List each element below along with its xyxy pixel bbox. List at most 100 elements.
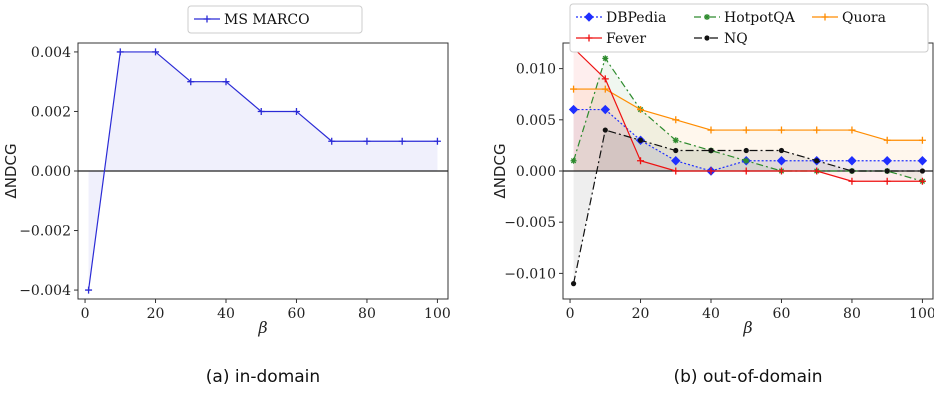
- legend-label-dbpedia: DBPedia: [606, 10, 666, 26]
- x-tick-label: 20: [147, 306, 165, 322]
- x-tick-label: 100: [424, 306, 451, 322]
- data-point-quora: [570, 85, 578, 93]
- legend-frame: [187, 5, 363, 34]
- data-point-dbpedia: [917, 156, 928, 166]
- y-axis-ticks: −0.010 −0.005 0.000 0.005 0.010: [504, 62, 563, 282]
- data-point-ms-marco: [222, 78, 230, 86]
- legend-frame: [569, 3, 929, 53]
- y-tick-label: 0.010: [516, 62, 556, 78]
- x-tick-label: 80: [358, 306, 376, 322]
- x-axis-ticks: 0 20 40 60 80 100: [566, 299, 934, 322]
- data-point-quora: [813, 126, 821, 134]
- legend-marker-ms-marco: [203, 15, 211, 23]
- data-point-ms-marco: [433, 137, 441, 145]
- x-axis-ticks: 0 20 40 60 80 100: [81, 299, 451, 322]
- legend-marker-hotpotqa: [704, 14, 710, 20]
- y-tick-label: 0.004: [31, 45, 71, 61]
- y-tick-label: −0.010: [504, 266, 556, 282]
- series-layer: [78, 48, 448, 294]
- plot-area: [573, 48, 923, 284]
- data-point-fever: [777, 167, 785, 175]
- data-point-quora: [777, 126, 785, 134]
- chart-panel-in-domain: 0 20 40 60 80 100 −0.004 −0.002 0.000 0.002 0.004…: [2, 5, 451, 387]
- y-axis-ticks: −0.004 −0.002 0.000 0.002 0.004: [19, 45, 78, 299]
- data-point-quora: [848, 126, 856, 134]
- y-tick-label: 0.000: [31, 164, 71, 180]
- y-tick-label: −0.004: [19, 283, 71, 299]
- data-point-ms-marco: [363, 137, 371, 145]
- legend: MS MARCO: [187, 5, 363, 34]
- legend-marker-dbpedia: [584, 12, 594, 22]
- caption: (b) out-of-domain: [673, 367, 822, 387]
- data-point-fever: [742, 167, 750, 175]
- x-tick-label: 40: [217, 306, 235, 322]
- legend-marker-nq: [704, 35, 710, 41]
- data-point-fever: [601, 75, 609, 83]
- data-point-fever: [637, 157, 645, 165]
- data-point-dbpedia: [568, 104, 579, 115]
- data-point-dbpedia: [776, 156, 787, 166]
- data-point-ms-marco: [292, 107, 300, 115]
- series-area-nq: [573, 130, 923, 284]
- data-point-quora: [918, 136, 926, 144]
- chart-panel-out-of-domain: 0 20 40 60 80 100 −0.010 −0.005 0.000 0.005 0.010…: [491, 3, 934, 387]
- legend-label-ms-marco: MS MARCO: [224, 12, 310, 28]
- data-point-fever: [813, 167, 821, 175]
- data-point-quora: [742, 126, 750, 134]
- data-point-quora: [637, 106, 645, 114]
- data-point-fever: [672, 167, 680, 175]
- data-point-ms-marco: [85, 286, 93, 294]
- data-point-quora: [707, 126, 715, 134]
- data-point-fever: [918, 177, 926, 185]
- legend: DBPedia HotpotQA Quora Fever NQ: [569, 3, 929, 53]
- data-point-ms-marco: [398, 137, 406, 145]
- data-point-nq: [673, 147, 679, 154]
- data-point-ms-marco: [328, 137, 336, 145]
- legend-label-nq: NQ: [724, 31, 748, 47]
- x-tick-label: 60: [288, 306, 306, 322]
- data-point-hotpotqa: [672, 137, 679, 144]
- legend-marker-quora: [821, 13, 829, 21]
- data-point-hotpotqa: [743, 157, 750, 164]
- data-point-nq: [919, 168, 926, 174]
- data-point-hotpotqa: [602, 55, 609, 62]
- series-area-fever: [573, 48, 923, 182]
- data-point-fever: [883, 177, 891, 185]
- x-axis-label: β: [742, 318, 752, 337]
- series-layer: [563, 44, 933, 287]
- data-point-dbpedia: [600, 104, 610, 115]
- y-tick-label: 0.005: [516, 113, 556, 129]
- data-point-ms-marco: [257, 107, 265, 115]
- x-tick-label: 100: [909, 306, 934, 322]
- data-point-dbpedia: [671, 156, 681, 166]
- data-point-nq: [570, 281, 577, 287]
- y-tick-label: −0.005: [504, 215, 556, 231]
- data-point-nq: [637, 137, 644, 143]
- x-tick-label: 20: [632, 306, 650, 322]
- x-tick-label: 40: [702, 306, 720, 322]
- y-tick-label: 0.000: [516, 164, 556, 180]
- data-point-dbpedia: [882, 156, 892, 166]
- legend-label-hotpotqa: HotpotQA: [724, 10, 796, 26]
- legend-label-fever: Fever: [606, 31, 646, 47]
- data-point-nq: [602, 127, 608, 133]
- y-tick-label: 0.002: [31, 104, 71, 120]
- data-point-dbpedia: [847, 156, 857, 166]
- y-axis-label: ΔNDCG: [2, 143, 20, 198]
- data-point-nq: [778, 147, 785, 154]
- legend-label-quora: Quora: [842, 10, 886, 26]
- data-point-fever: [848, 177, 856, 185]
- x-tick-label: 80: [843, 306, 861, 322]
- data-point-quora: [601, 85, 609, 93]
- y-axis-label: ΔNDCG: [491, 143, 509, 198]
- x-tick-label: 60: [773, 306, 791, 322]
- data-point-hotpotqa: [570, 157, 577, 164]
- data-point-ms-marco: [152, 48, 160, 56]
- y-tick-label: −0.002: [19, 224, 71, 240]
- x-tick-label: 0: [81, 306, 90, 322]
- data-point-ms-marco: [187, 78, 195, 86]
- data-point-fever: [707, 167, 715, 175]
- data-point-quora: [883, 136, 891, 144]
- data-point-nq: [849, 168, 855, 174]
